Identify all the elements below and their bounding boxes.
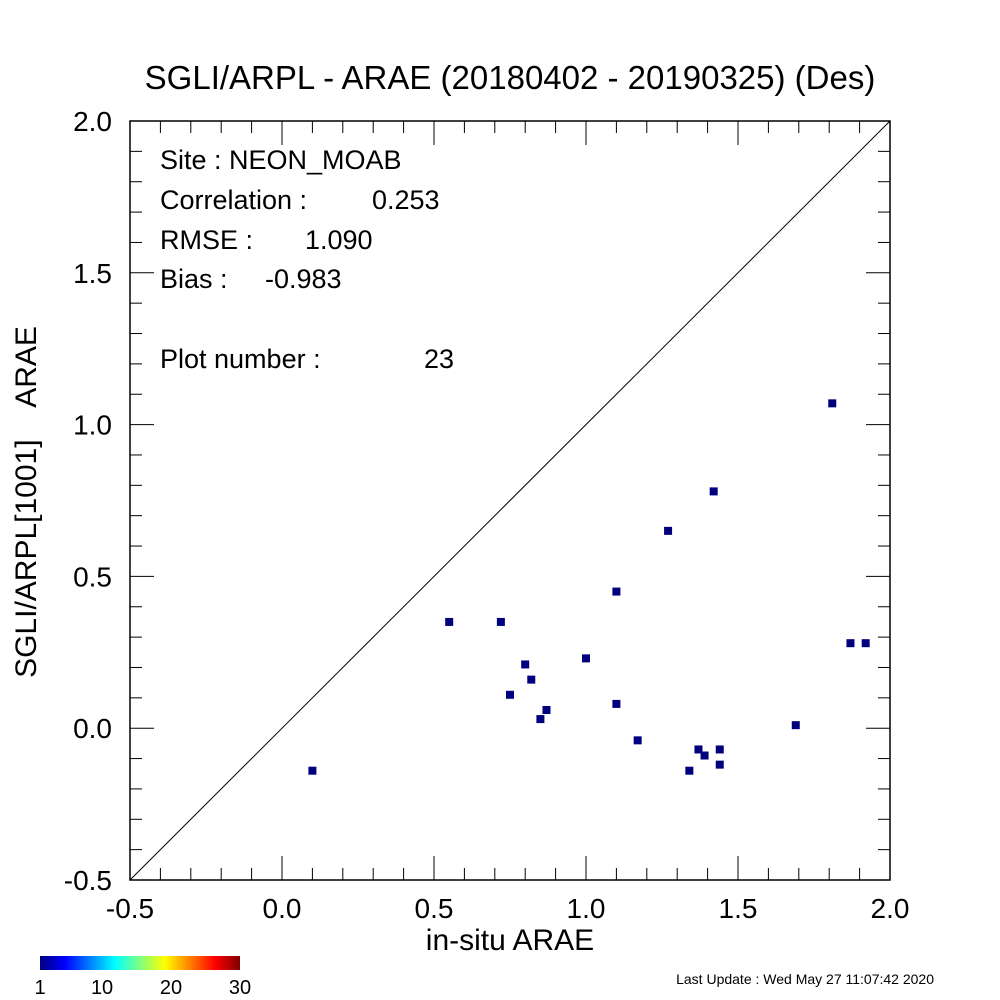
bias-label: Bias : xyxy=(160,264,228,294)
data-point xyxy=(709,487,718,496)
y-tick-label: 1.5 xyxy=(73,258,112,289)
colorbar-gradient xyxy=(40,956,240,970)
data-point xyxy=(506,690,514,699)
colorbar-tick-label: 10 xyxy=(91,977,113,999)
data-point xyxy=(496,617,505,626)
minor-ticks xyxy=(130,121,890,880)
x-tick-label: 2.0 xyxy=(871,893,910,924)
x-axis-label: in-situ ARAE xyxy=(426,924,594,957)
data-point xyxy=(861,639,870,648)
bias-value: -0.983 xyxy=(265,264,342,294)
data-point xyxy=(521,660,530,669)
x-tick-labels: -0.5 0.0 0.5 1.0 1.5 2.0 xyxy=(106,893,910,924)
correlation-value: 0.253 xyxy=(372,185,440,215)
correlation-label: Correlation : xyxy=(160,185,307,215)
data-point xyxy=(685,766,694,775)
plot-frame xyxy=(129,120,891,881)
data-point xyxy=(715,760,724,769)
x-tick-label: 0.5 xyxy=(415,893,454,924)
colorbar-labels: 1 10 20 30 xyxy=(34,977,251,999)
colorbar: 1 10 20 30 xyxy=(34,956,251,999)
plot-area: -0.5 0.0 0.5 1.0 1.5 2.0 -0.5 0.0 0.5 1.0 1.5 2.0 xyxy=(64,106,910,924)
data-point xyxy=(828,399,837,408)
major-ticks xyxy=(129,120,891,881)
chart-title: SGLI/ARPL - ARAE (20180402 - 20190325) (… xyxy=(145,59,876,96)
colorbar-tick-label: 1 xyxy=(34,977,45,999)
y-tick-label: -0.5 xyxy=(64,865,112,896)
data-point xyxy=(536,715,545,724)
colorbar-tick-label: 30 xyxy=(229,977,251,999)
rmse-value: 1.090 xyxy=(305,225,373,255)
data-point xyxy=(612,699,621,708)
y-tick-label: 0.0 xyxy=(73,713,112,744)
data-point xyxy=(700,751,709,760)
site-annotation: Site : NEON_MOAB xyxy=(160,145,402,175)
y-tick-label: 2.0 xyxy=(73,106,112,137)
x-tick-label: 0.0 xyxy=(263,893,302,924)
data-point xyxy=(664,526,673,535)
y-tick-label: 1.0 xyxy=(73,410,112,441)
data-point xyxy=(791,721,800,730)
colorbar-tick-label: 20 xyxy=(160,977,182,999)
data-point xyxy=(694,745,703,754)
data-point xyxy=(542,705,551,714)
y-tick-labels: -0.5 0.0 0.5 1.0 1.5 2.0 xyxy=(64,106,112,896)
x-tick-label: 1.5 xyxy=(719,893,758,924)
data-point xyxy=(715,745,724,754)
y-tick-label: 0.5 xyxy=(73,561,112,592)
data-points xyxy=(308,399,870,775)
rmse-label: RMSE : xyxy=(160,225,253,255)
data-point xyxy=(308,766,317,775)
plot-number-label: Plot number : xyxy=(160,344,321,374)
y-axis-label: SGLI/ARPL[1001] ARAE xyxy=(10,326,43,678)
x-tick-label: 1.0 xyxy=(567,893,606,924)
data-point xyxy=(612,587,621,596)
data-point xyxy=(582,654,590,663)
last-update-text: Last Update : Wed May 27 11:07:42 2020 xyxy=(676,971,934,987)
x-tick-label: -0.5 xyxy=(106,893,154,924)
plot-number-value: 23 xyxy=(424,344,454,374)
data-point xyxy=(527,675,536,684)
data-point xyxy=(846,639,855,648)
data-point xyxy=(445,617,454,626)
one-to-one-line xyxy=(129,120,891,881)
stats-annotations: Site : NEON_MOAB Correlation : 0.253 RMS… xyxy=(160,145,454,374)
data-point xyxy=(633,736,642,745)
